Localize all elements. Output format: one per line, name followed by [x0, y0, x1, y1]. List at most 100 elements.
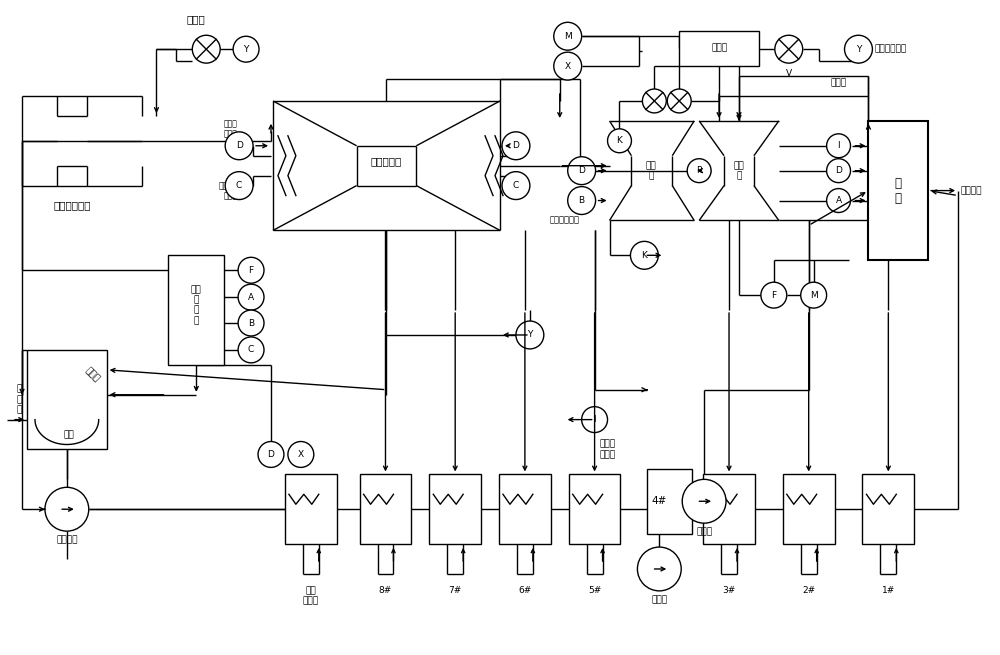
Text: Y: Y: [243, 45, 249, 54]
Circle shape: [568, 187, 596, 214]
Text: 2#: 2#: [802, 586, 815, 595]
Circle shape: [582, 407, 608, 432]
Circle shape: [238, 337, 264, 363]
Text: I: I: [837, 141, 840, 150]
Text: 溢流量: 溢流量: [83, 366, 101, 384]
Circle shape: [637, 547, 681, 591]
Text: 轴封
调
节
器: 轴封 调 节 器: [191, 285, 202, 325]
Circle shape: [608, 129, 631, 153]
Text: C: C: [513, 181, 519, 190]
Text: 冷
凝
器: 冷 凝 器: [17, 384, 22, 415]
Circle shape: [502, 132, 530, 160]
Circle shape: [642, 89, 666, 113]
Circle shape: [288, 441, 314, 468]
Circle shape: [516, 321, 544, 349]
Text: 中压
缸: 中压 缸: [646, 161, 657, 180]
Text: 蒸气室: 蒸气室: [711, 44, 727, 52]
Text: K: K: [641, 251, 647, 260]
Circle shape: [192, 35, 220, 63]
Text: 锅炉调
温喷水: 锅炉调 温喷水: [600, 440, 616, 459]
Text: 轴封
冷却器: 轴封 冷却器: [303, 586, 319, 605]
Text: C: C: [236, 181, 242, 190]
Text: V: V: [786, 69, 792, 77]
Circle shape: [827, 189, 851, 212]
Circle shape: [761, 282, 787, 308]
Bar: [647, 470, 692, 534]
Circle shape: [687, 159, 711, 183]
Circle shape: [225, 132, 253, 160]
Text: 去轴封
冷却器: 去轴封 冷却器: [223, 119, 237, 138]
Bar: [285, 474, 337, 544]
Text: 给水泵: 给水泵: [696, 527, 712, 536]
Text: X: X: [298, 450, 304, 459]
Text: M: M: [810, 291, 818, 299]
Circle shape: [667, 89, 691, 113]
Bar: [429, 474, 481, 544]
Text: F: F: [771, 291, 776, 299]
Text: C: C: [248, 345, 254, 354]
Text: 8#: 8#: [379, 586, 392, 595]
Text: F: F: [248, 266, 254, 274]
Text: A: A: [835, 196, 842, 205]
Text: 3#: 3#: [722, 586, 736, 595]
Text: 低压缸轴
封供气: 低压缸轴 封供气: [219, 181, 237, 200]
Text: K: K: [617, 136, 622, 145]
Text: D: D: [835, 166, 842, 175]
Circle shape: [502, 172, 530, 200]
Circle shape: [827, 134, 851, 158]
Circle shape: [845, 35, 872, 63]
Circle shape: [554, 52, 582, 80]
Text: 补水: 补水: [63, 430, 74, 439]
Text: 去轴封调节器: 去轴封调节器: [550, 215, 580, 225]
Bar: [360, 474, 411, 544]
Text: 5#: 5#: [588, 586, 601, 595]
Bar: [679, 31, 759, 66]
Text: 前置泵: 前置泵: [651, 595, 667, 604]
Text: Y: Y: [856, 45, 861, 54]
Circle shape: [827, 159, 851, 183]
Text: R: R: [696, 166, 702, 175]
Text: I: I: [593, 415, 596, 424]
Text: 锅炉损失: 锅炉损失: [960, 186, 982, 195]
Bar: [703, 474, 755, 544]
Text: 高压
缸: 高压 缸: [734, 161, 744, 180]
Text: 1#: 1#: [882, 586, 895, 595]
Text: 主汽阀: 主汽阀: [187, 14, 206, 24]
Bar: [569, 474, 620, 544]
Circle shape: [568, 157, 596, 185]
Text: 给水泵汽轮机: 给水泵汽轮机: [53, 200, 91, 210]
Bar: [868, 121, 928, 260]
Circle shape: [775, 35, 803, 63]
Text: Y: Y: [527, 331, 533, 339]
Circle shape: [554, 22, 582, 50]
Text: D: D: [236, 141, 243, 150]
Circle shape: [801, 282, 827, 308]
Text: A: A: [248, 293, 254, 302]
Circle shape: [45, 487, 89, 531]
Circle shape: [630, 241, 658, 269]
Circle shape: [238, 310, 264, 336]
Bar: [862, 474, 914, 544]
Text: 主蒸汽: 主蒸汽: [830, 79, 847, 88]
Text: 小机高压汽源: 小机高压汽源: [874, 45, 907, 54]
Text: 凝结水泵: 凝结水泵: [56, 535, 78, 544]
Text: D: D: [268, 450, 274, 459]
Text: B: B: [579, 196, 585, 205]
Circle shape: [238, 257, 264, 283]
Bar: [783, 474, 835, 544]
Text: D: D: [578, 166, 585, 175]
Text: 双流低压缸: 双流低压缸: [371, 156, 402, 166]
Bar: [499, 474, 551, 544]
Bar: [27, 350, 107, 449]
Text: X: X: [565, 62, 571, 71]
Text: D: D: [512, 141, 519, 150]
Text: B: B: [248, 318, 254, 328]
Circle shape: [233, 36, 259, 62]
Text: 4#: 4#: [652, 496, 667, 506]
Text: 7#: 7#: [449, 586, 462, 595]
Circle shape: [258, 441, 284, 468]
Text: M: M: [564, 31, 572, 41]
Bar: [168, 255, 224, 365]
Circle shape: [238, 284, 264, 310]
Circle shape: [225, 172, 253, 200]
